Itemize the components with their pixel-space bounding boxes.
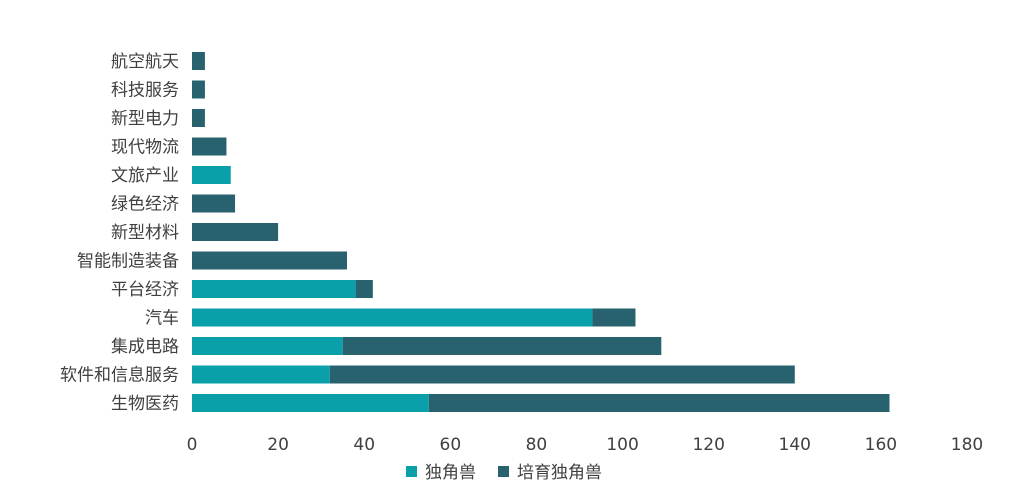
x-tick-label: 40 xyxy=(353,435,375,455)
x-tick-label: 80 xyxy=(526,435,548,455)
x-tick-label: 100 xyxy=(606,435,638,455)
bar-unicorn xyxy=(192,394,429,412)
bar-potential-unicorn xyxy=(592,308,636,327)
x-tick-label: 180 xyxy=(951,435,983,455)
bar-unicorn xyxy=(192,308,593,327)
bar-potential-unicorn xyxy=(192,223,279,241)
x-tick-label: 120 xyxy=(692,435,724,455)
category-label: 现代物流 xyxy=(111,138,179,158)
x-tick-label: 160 xyxy=(865,435,897,455)
bar-potential-unicorn xyxy=(428,394,890,412)
legend-label: 独角兽 xyxy=(425,463,476,483)
category-label: 航空航天 xyxy=(111,52,179,72)
category-label: 智能制造装备 xyxy=(77,252,179,272)
bar-potential-unicorn xyxy=(192,251,347,270)
bars-group xyxy=(192,52,890,412)
bar-unicorn xyxy=(192,337,343,355)
x-tick-label: 60 xyxy=(440,435,462,455)
category-label: 科技服务 xyxy=(111,81,179,101)
legend-label: 培育独角兽 xyxy=(517,463,602,483)
x-tick-label: 0 xyxy=(187,435,198,455)
category-label: 平台经济 xyxy=(111,280,179,300)
bar-potential-unicorn xyxy=(192,80,205,99)
bar-potential-unicorn xyxy=(329,365,795,384)
category-label: 汽车 xyxy=(145,309,179,329)
bar-potential-unicorn xyxy=(355,280,373,298)
legend-swatch xyxy=(406,466,417,477)
x-tick-label: 140 xyxy=(779,435,811,455)
category-label: 软件和信息服务 xyxy=(60,366,179,386)
x-tick-label: 20 xyxy=(267,435,289,455)
category-label: 新型材料 xyxy=(111,223,179,243)
bar-potential-unicorn xyxy=(192,52,205,70)
bar-potential-unicorn xyxy=(342,337,662,355)
category-label: 新型电力 xyxy=(111,109,179,129)
category-label: 文旅产业 xyxy=(111,166,179,186)
category-label: 绿色经济 xyxy=(111,195,179,215)
bar-unicorn xyxy=(192,365,330,384)
category-label: 生物医药 xyxy=(111,394,179,414)
category-label: 集成电路 xyxy=(111,337,179,357)
bar-unicorn xyxy=(192,280,356,298)
bar-potential-unicorn xyxy=(192,109,205,127)
x-axis-tick-labels: 0 20 40 60 80 100 120 140 160 180 xyxy=(187,435,984,455)
category-labels: 生物医药 软件和信息服务 集成电路 汽车 平台经济 智能制造装备 新型材料 绿色经济 文旅产业 现… xyxy=(60,52,179,414)
bar-unicorn xyxy=(192,166,231,184)
legend: 独角兽 培育独角兽 xyxy=(406,463,602,483)
bar-potential-unicorn xyxy=(192,137,227,156)
legend-swatch xyxy=(498,466,509,477)
bar-potential-unicorn xyxy=(192,194,236,213)
